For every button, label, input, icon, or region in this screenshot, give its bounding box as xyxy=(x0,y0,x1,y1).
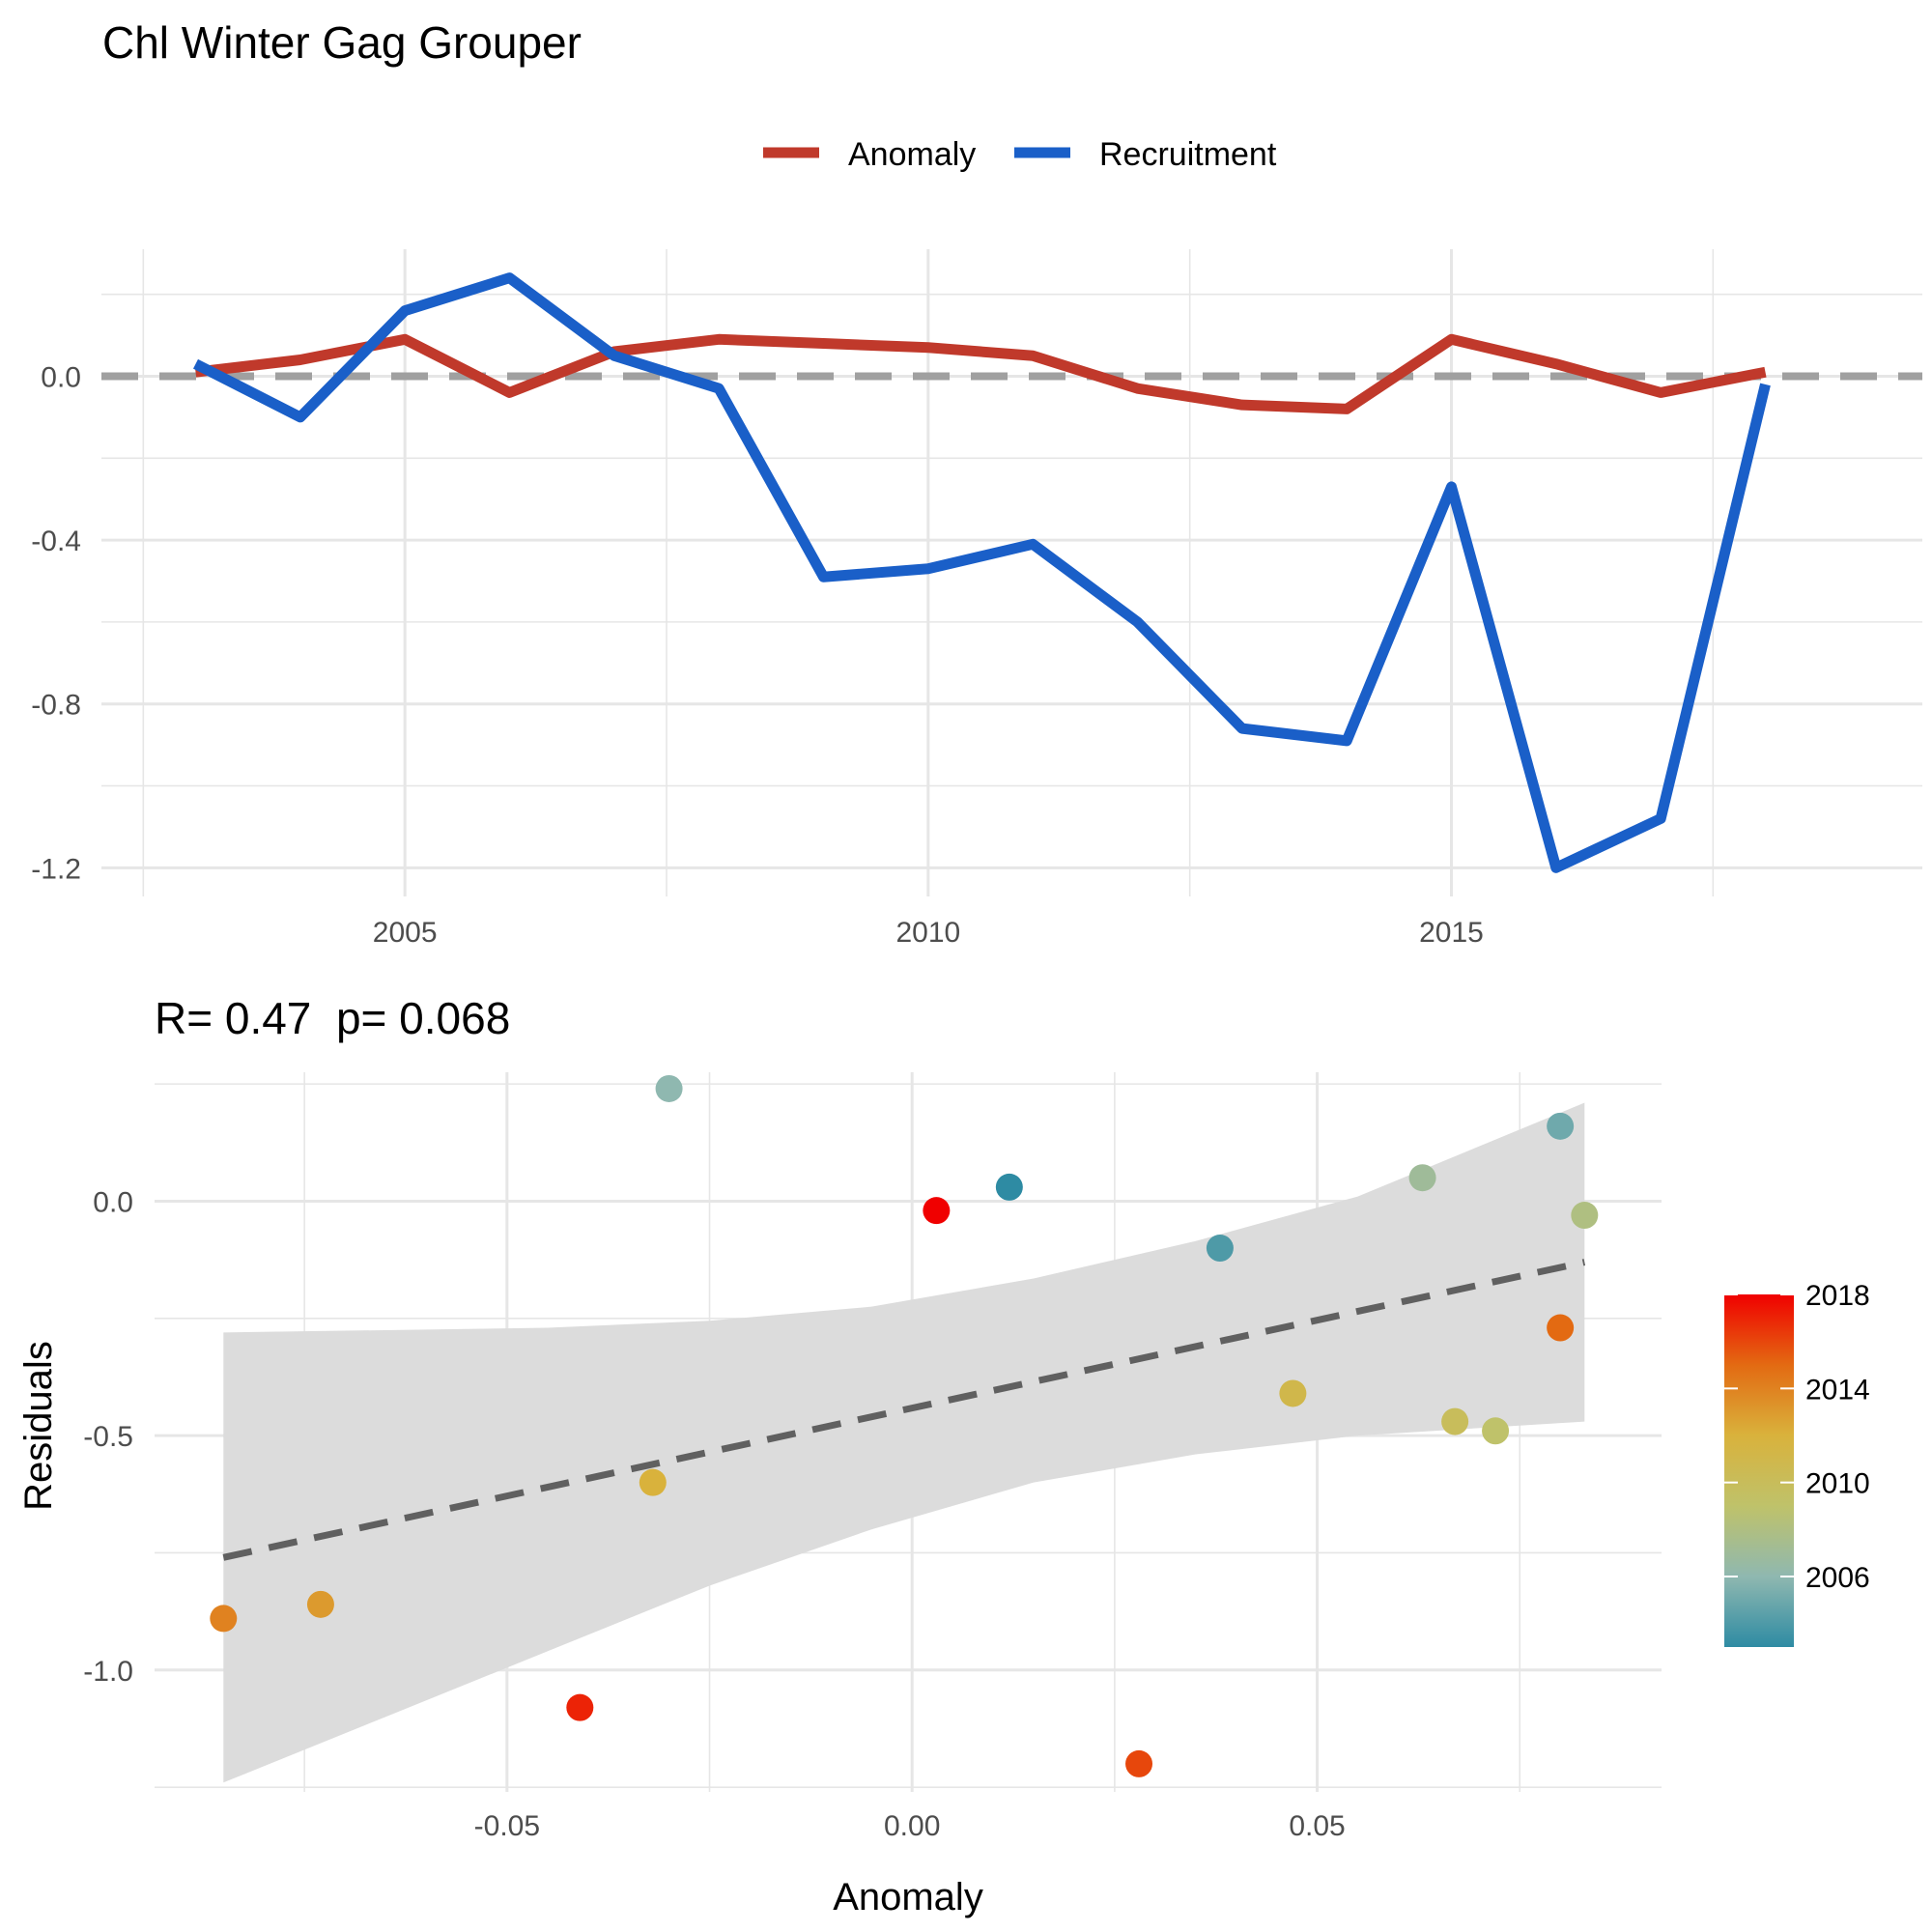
y-tick-label: -1.0 xyxy=(83,1656,133,1688)
scatter-panel-axes: -0.05 0.00 0.05 -1.0 -0.5 0.0 xyxy=(83,1186,1345,1842)
y-axis-label: Residuals xyxy=(17,1341,60,1511)
y-tick-label: -0.4 xyxy=(31,526,81,557)
colorbar-tick-label: 2010 xyxy=(1805,1468,1870,1500)
scatter-point-2017 xyxy=(566,1693,594,1721)
x-tick-label: 2015 xyxy=(1419,917,1484,949)
line-legend: Anomaly Recruitment xyxy=(763,136,1277,173)
x-tick-label: 2010 xyxy=(895,917,960,949)
correlation-annotation: R= 0.47 p= 0.068 xyxy=(155,993,510,1043)
y-tick-label: -0.8 xyxy=(31,690,81,722)
line-panel-grid xyxy=(101,249,1922,896)
scatter-point-2016 xyxy=(1125,1749,1153,1777)
series-line-recruitment xyxy=(193,272,1771,873)
x-tick-label: 0.00 xyxy=(884,1810,940,1842)
legend-label-1: Recruitment xyxy=(1099,136,1277,173)
line-series xyxy=(193,272,1771,873)
line-panel-axes: 2005 2010 2015 -1.2 -0.8 -0.4 0.0 xyxy=(31,361,1484,949)
confidence-ribbon xyxy=(223,1102,1585,1783)
scatter-point-2012 xyxy=(639,1468,667,1496)
year-colorbar: 2006 2010 2014 2018 xyxy=(1724,1280,1870,1647)
x-axis-label: Anomaly xyxy=(833,1876,983,1918)
scatter-panel: -0.05 0.00 0.05 -1.0 -0.5 0.0 xyxy=(83,1072,1662,1842)
colorbar-tick-label: 2018 xyxy=(1805,1280,1870,1312)
scatter-point-2008 xyxy=(1571,1202,1599,1230)
fit-line xyxy=(222,1259,1586,1561)
scatter-point-2018 xyxy=(923,1197,951,1225)
scatter-point-2011 xyxy=(1279,1379,1307,1407)
scatter-point-2005 xyxy=(1547,1112,1575,1140)
y-tick-label: 0.0 xyxy=(93,1186,133,1218)
line-panel: 2005 2010 2015 -1.2 -0.8 -0.4 0.0 xyxy=(31,249,1922,949)
series-line-anomaly xyxy=(194,333,1767,414)
colorbar-gradient xyxy=(1724,1294,1794,1647)
scatter-point-2004 xyxy=(1206,1235,1234,1263)
x-tick-label: 2005 xyxy=(373,917,438,949)
y-tick-label: -0.5 xyxy=(83,1421,133,1453)
legend-label-0: Anomaly xyxy=(848,136,976,173)
scatter-point-2009 xyxy=(1482,1417,1510,1445)
x-tick-label: 0.05 xyxy=(1289,1810,1345,1842)
chart-title: Chl Winter Gag Grouper xyxy=(102,17,582,68)
regression-line xyxy=(222,1259,1586,1561)
colorbar-tick-label: 2006 xyxy=(1805,1562,1870,1594)
scatter-points xyxy=(210,1074,1599,1777)
scatter-point-2015 xyxy=(1547,1314,1575,1342)
scatter-point-2013 xyxy=(306,1590,334,1618)
scatter-point-2006 xyxy=(655,1074,683,1102)
scatter-point-2010 xyxy=(1441,1407,1469,1435)
scatter-point-2014 xyxy=(210,1605,238,1633)
x-tick-label: -0.05 xyxy=(474,1810,540,1842)
y-tick-label: -1.2 xyxy=(31,853,81,885)
scatter-point-2007 xyxy=(1408,1164,1436,1192)
colorbar-tick-label: 2014 xyxy=(1805,1374,1870,1406)
confidence-band xyxy=(223,1102,1585,1783)
y-tick-label: 0.0 xyxy=(41,361,81,393)
scatter-point-2003 xyxy=(995,1173,1023,1201)
